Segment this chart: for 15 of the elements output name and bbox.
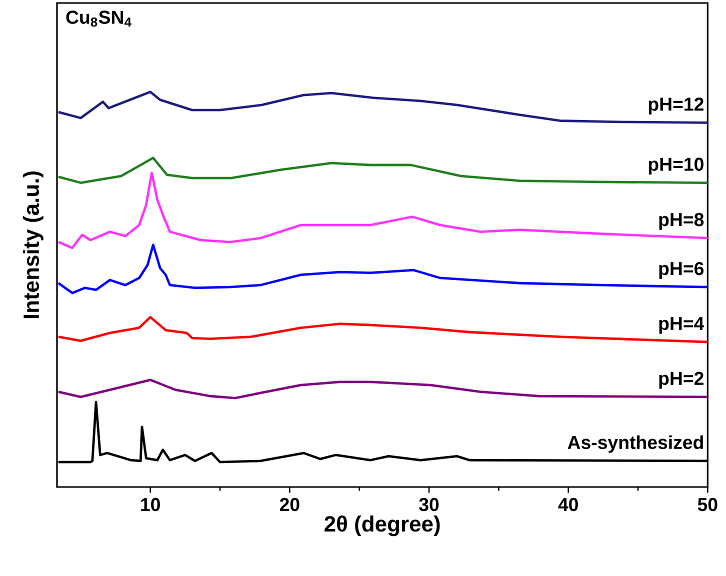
series-label: pH=10: [648, 158, 704, 175]
x-axis-title: 2θ (degree): [324, 516, 440, 536]
x-tick-label: 50: [698, 498, 718, 512]
x-tick-label: 30: [419, 498, 439, 512]
x-tick-label: 10: [141, 498, 160, 512]
series-label: pH=2: [659, 372, 704, 389]
x-tick-label: 40: [558, 498, 578, 512]
series-label: pH=12: [648, 98, 704, 115]
chart-title: Cu$_{8}$SN$_{4}$: [66, 10, 132, 27]
series-label: pH=6: [659, 262, 704, 279]
x-tick-label: 20: [280, 498, 300, 512]
y-axis-title: Intensity (a.u.): [22, 172, 44, 318]
series-label: pH=8: [659, 212, 704, 230]
series-label: pH=4: [659, 317, 704, 334]
series-label: As-synthesized: [568, 435, 703, 453]
